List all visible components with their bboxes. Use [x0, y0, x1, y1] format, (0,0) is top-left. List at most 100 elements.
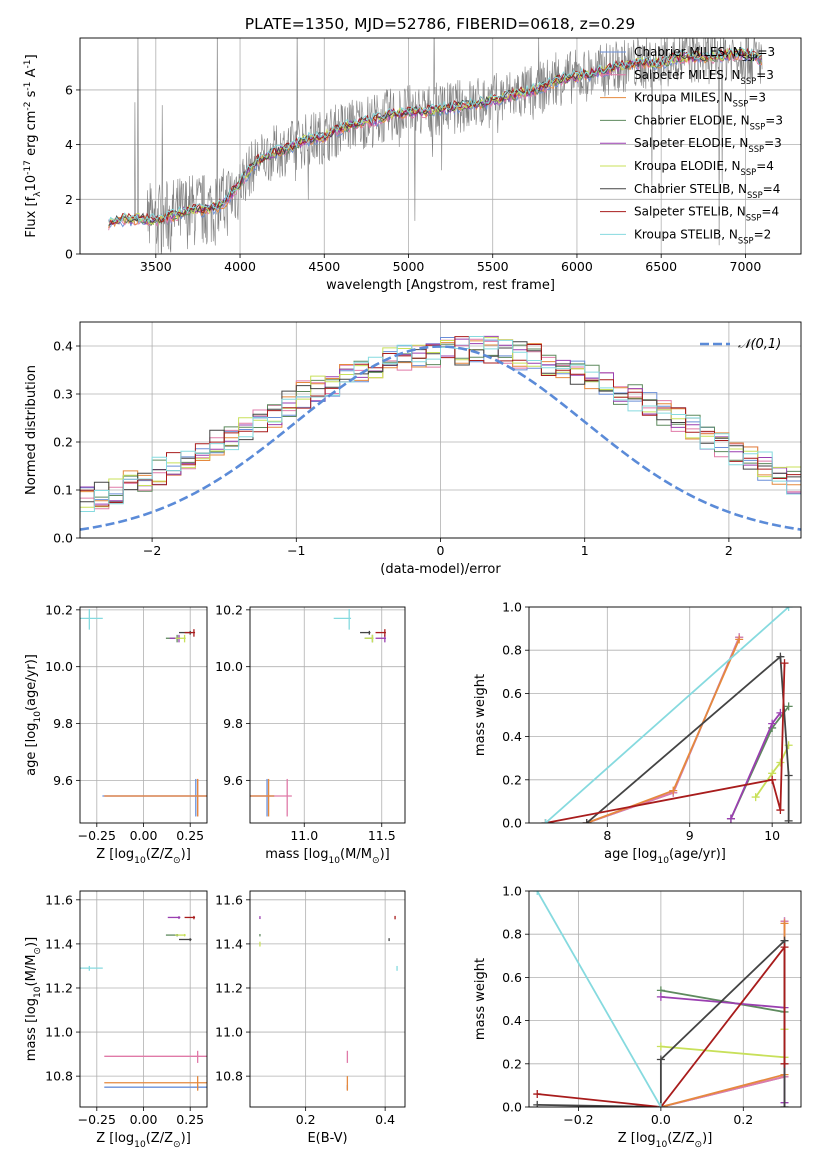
gridlines [250, 891, 405, 1107]
panel-residuals: −2 −1 0 1 2 0.0 0.1 0.2 0.3 0.4 (data-model)/error… [24, 321, 802, 577]
weight-marker [751, 793, 760, 802]
data-point [104, 1084, 207, 1090]
x-tick-label: −2 [143, 543, 161, 558]
x-tick-label: 8 [603, 828, 611, 843]
x-axis-label: wavelength [Angstrom, rest frame] [326, 278, 555, 293]
y-axis-label: mass [log10(M/M⊙)] [24, 937, 43, 1061]
data-point [360, 630, 371, 635]
weight-marker [533, 891, 542, 895]
panel-mass_vs_ebv: 0.2 0.4 10.8 11.0 11.2 11.4 11.6 E(B-V) [215, 890, 406, 1146]
axes-frame [79, 890, 208, 1108]
y-tick-label: 10.2 [215, 602, 243, 617]
y-tick-label: 1.0 [502, 884, 522, 899]
x-tick-label: 9 [686, 828, 694, 843]
y-tick-label: 11.0 [215, 1025, 243, 1040]
y-tick-label: 0.2 [502, 1056, 522, 1071]
y-tick-label: 0.4 [502, 729, 522, 744]
weight-line [537, 944, 786, 1107]
y-tick-label: 11.0 [45, 1025, 73, 1040]
y-tick-label: 0.0 [53, 531, 73, 546]
y-tick-label: 0.8 [502, 927, 522, 942]
y-tick-label: 0.0 [502, 816, 522, 831]
data-point [80, 965, 103, 971]
y-tick-label: 9.6 [223, 773, 243, 788]
x-axis-label: E(B-V) [307, 1131, 347, 1146]
gridlines [529, 890, 801, 1108]
x-tick-label: 0.0 [651, 1112, 671, 1127]
y-axis-label: Normed distribution [24, 365, 39, 495]
y-tick-label: 11.6 [45, 892, 73, 907]
x-tick-label: −0.2 [563, 1112, 593, 1127]
x-tick-label: 5000 [393, 259, 425, 274]
weight-marker [776, 806, 785, 815]
x-tick-label: 0.2 [296, 1112, 316, 1127]
x-axis-label: Z [log10(Z/Z⊙)] [618, 1131, 713, 1150]
y-tick-label: 11.4 [215, 936, 243, 951]
data-point [364, 634, 374, 643]
gridlines [250, 607, 405, 823]
weight-marker [780, 943, 789, 952]
panel-weight_vs_age: 8 9 10 0.0 0.2 0.4 0.6 0.8 1.0 age [log10(age/yr)… [473, 600, 802, 866]
y-tick-label: 6 [65, 82, 73, 97]
y-tick-label: 10.8 [215, 1069, 243, 1084]
y-tick-label: 10.0 [45, 659, 73, 674]
x-tick-label: 0.4 [375, 1112, 395, 1127]
model-line [108, 46, 762, 223]
x-tick-label: 0.00 [130, 828, 158, 843]
weight-marker [533, 1100, 542, 1107]
axes-frame [79, 606, 208, 824]
x-tick-label: 6500 [645, 259, 677, 274]
x-tick-label: 1 [581, 543, 589, 558]
axes-frame [79, 37, 802, 255]
y-tick-label: 11.2 [45, 980, 73, 995]
plot-area [259, 915, 398, 1091]
legend-label: Salpeter STELIB, NSSP=4 [634, 205, 779, 223]
y-tick-label: 9.8 [223, 716, 243, 731]
x-tick-label: −1 [287, 543, 305, 558]
x-tick-label: 11.5 [368, 828, 396, 843]
y-tick-label: 0.4 [53, 339, 73, 354]
x-axis-label: mass [log10(M/M⊙)] [265, 847, 389, 866]
residual-histogram [80, 338, 801, 510]
weight-marker [784, 702, 793, 711]
weight-marker [656, 1055, 665, 1064]
data-point [184, 915, 196, 920]
weight-marker [582, 819, 591, 823]
panel-spectrum: 3500 4000 4500 5000 5500 6000 6500 7000 0 2 4 6 wave… [23, 37, 802, 293]
legend-label: Chabrier MILES, NSSP=3 [634, 45, 775, 63]
x-tick-label: 4000 [224, 259, 256, 274]
weight-marker [784, 607, 793, 611]
y-tick-label: 0.6 [502, 970, 522, 985]
y-tick-label: 4 [65, 137, 73, 152]
y-tick-label: 9.8 [53, 716, 73, 731]
plot-area [108, 38, 763, 254]
x-axis-label: Z [log10(Z/Z⊙)] [96, 847, 191, 866]
y-tick-label: 0.0 [502, 1100, 522, 1115]
gridlines [80, 891, 207, 1107]
weight-marker [726, 814, 735, 823]
data-point [104, 778, 207, 817]
y-axis-label: Flux [fλ10-17 erg cm-2 s-1 A-1] [23, 54, 43, 237]
plot-area [80, 915, 207, 1091]
y-tick-label: 11.6 [215, 892, 243, 907]
y-tick-label: 0.2 [53, 435, 73, 450]
x-tick-label: 10 [764, 828, 780, 843]
gridlines [80, 607, 207, 823]
weight-marker [656, 1042, 665, 1051]
figure-title: PLATE=1350, MJD=52786, FIBERID=0618, z=0… [245, 15, 635, 33]
weight-marker [776, 758, 785, 767]
data-point [175, 634, 186, 643]
axes-frame [79, 321, 802, 539]
gaussian-curve [80, 345, 801, 531]
weight-line [660, 1029, 786, 1059]
data-point [102, 778, 207, 817]
data-point [104, 778, 207, 817]
legend-label: Kroupa MILES, NSSP=3 [634, 91, 766, 109]
y-tick-label: 10.2 [45, 602, 73, 617]
weight-marker [656, 1103, 665, 1107]
y-tick-label: 0.4 [502, 1013, 522, 1028]
x-tick-label: 0.2 [733, 1112, 753, 1127]
weight-marker [768, 719, 777, 728]
x-tick-label: −0.25 [78, 1112, 116, 1127]
weight-line [754, 744, 790, 798]
